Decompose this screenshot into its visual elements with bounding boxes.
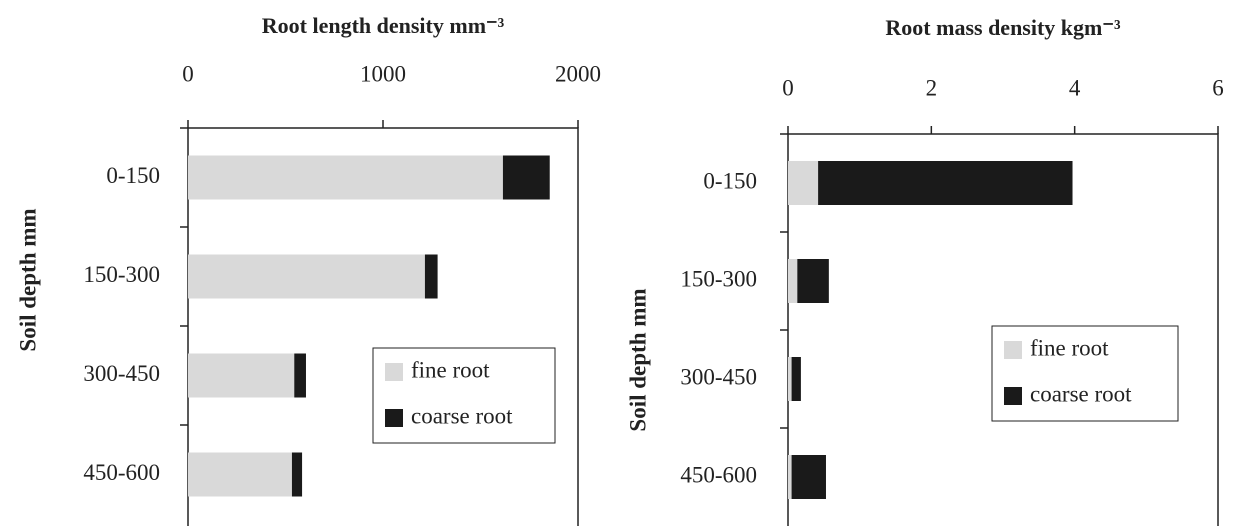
legend-swatch: [385, 363, 403, 381]
legend-label: coarse root: [411, 403, 513, 428]
bar-segment: [791, 455, 826, 499]
legend-box: [372, 347, 556, 444]
legend-swatch: [1004, 341, 1022, 359]
y-tick-label: 150-300: [83, 262, 160, 287]
bar-segment: [788, 259, 798, 303]
legend-label: fine root: [411, 357, 490, 382]
bar-segment: [788, 161, 819, 205]
x-tick-label: 1000: [360, 61, 406, 86]
bar-segment: [291, 452, 303, 497]
x-tick-label: 0: [782, 75, 794, 100]
bar-segment: [788, 357, 792, 401]
bar-segment: [502, 155, 550, 200]
bar-segment: [188, 353, 295, 398]
x-tick-label: 0: [182, 61, 194, 86]
bar-segment: [294, 353, 306, 398]
y-axis-label: Soil depth mm: [625, 288, 650, 431]
bar-segment: [791, 357, 801, 401]
x-tick-label: 2: [926, 75, 938, 100]
bar-segment: [424, 254, 438, 299]
y-tick-label: 150-300: [680, 266, 757, 291]
legend-swatch: [385, 409, 403, 427]
y-tick-label: 300-450: [83, 361, 160, 386]
bar-segment: [188, 254, 425, 299]
chart-title: Root mass density kgm⁻³: [885, 15, 1121, 40]
x-tick-label: 2000: [555, 61, 601, 86]
bar-segment: [788, 455, 792, 499]
y-tick-label: 450-600: [680, 462, 757, 487]
legend-label: coarse root: [1030, 381, 1132, 406]
y-tick-label: 450-600: [83, 460, 160, 485]
chart-title: Root length density mm⁻³: [262, 13, 505, 38]
bar-segment: [188, 452, 292, 497]
legend-box: [991, 325, 1179, 422]
legend-label: fine root: [1030, 335, 1109, 360]
plot-frame: [787, 133, 1219, 526]
y-tick-label: 300-450: [680, 364, 757, 389]
legend-swatch: [1004, 387, 1022, 405]
bar-segment: [797, 259, 829, 303]
y-axis-label: Soil depth mm: [15, 208, 40, 351]
y-tick-label: 0-150: [106, 163, 160, 188]
y-tick-label: 0-150: [703, 168, 757, 193]
x-tick-label: 4: [1069, 75, 1081, 100]
bar-segment: [818, 161, 1073, 205]
bar-segment: [188, 155, 503, 200]
x-tick-label: 6: [1212, 75, 1224, 100]
